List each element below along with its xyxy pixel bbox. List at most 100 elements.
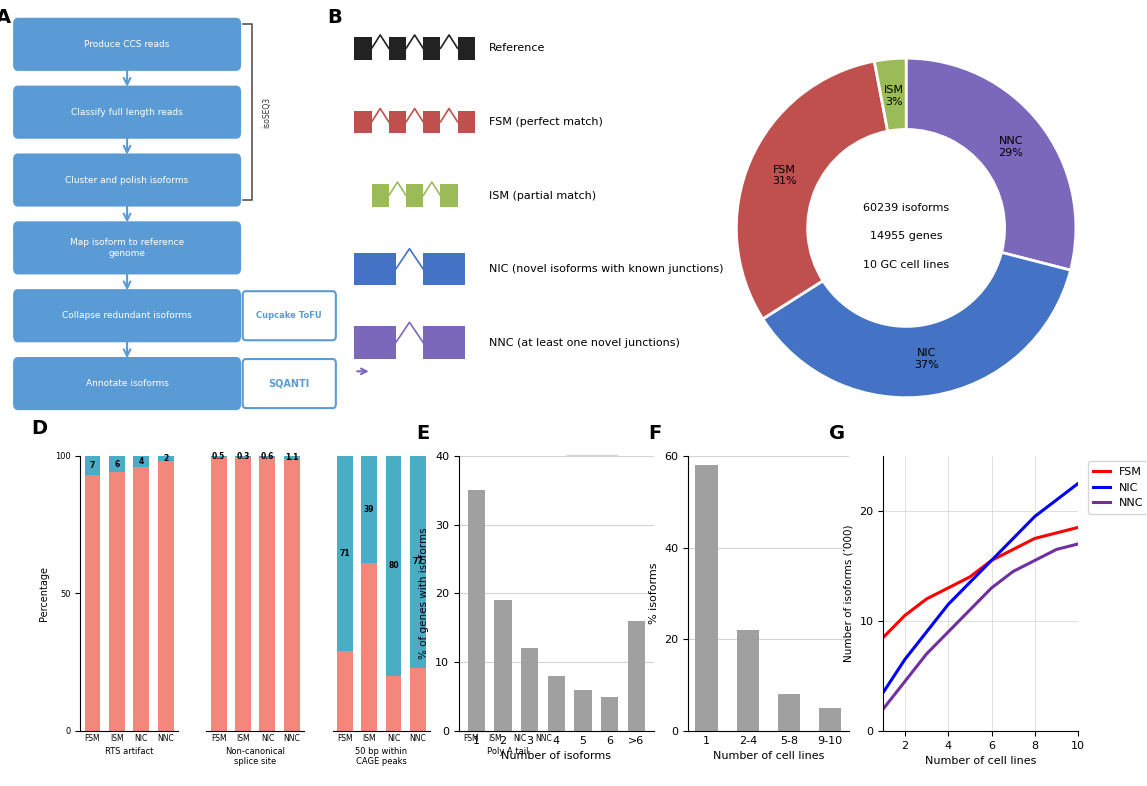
- Text: NNC
29%: NNC 29%: [998, 136, 1023, 157]
- Text: 0.3: 0.3: [236, 452, 250, 461]
- X-axis label: Number of cell lines: Number of cell lines: [924, 756, 1037, 766]
- Bar: [406, 184, 423, 207]
- Bar: [157, 456, 173, 461]
- Bar: [389, 37, 406, 60]
- Bar: [211, 457, 227, 731]
- Bar: [458, 111, 475, 133]
- Text: 0.6: 0.6: [260, 452, 274, 461]
- Bar: [487, 456, 504, 656]
- Text: 14955 genes: 14955 genes: [869, 231, 943, 241]
- Line: NIC: NIC: [883, 483, 1078, 692]
- Bar: [512, 456, 528, 678]
- Legend: FSM, NIC, NNC: FSM, NIC, NNC: [1087, 461, 1147, 514]
- Line: FSM: FSM: [883, 527, 1078, 637]
- Bar: [337, 456, 353, 651]
- FSM: [963, 572, 977, 582]
- NIC: [942, 600, 955, 609]
- Bar: [354, 326, 396, 359]
- Text: 39: 39: [364, 505, 374, 514]
- NNC: [942, 627, 955, 637]
- Text: Map isoform to reference
genome: Map isoform to reference genome: [70, 238, 185, 258]
- NIC: [1006, 534, 1020, 543]
- Bar: [487, 656, 504, 731]
- NNC: [898, 677, 912, 686]
- Bar: [409, 456, 426, 667]
- Text: 73: 73: [490, 552, 501, 560]
- Bar: [601, 696, 618, 731]
- NNC: [1050, 545, 1063, 554]
- Text: 82: 82: [539, 564, 549, 573]
- Text: D: D: [31, 419, 48, 438]
- FSM: [1050, 528, 1063, 538]
- X-axis label: Poly A tail: Poly A tail: [486, 747, 529, 756]
- X-axis label: Number of cell lines: Number of cell lines: [712, 751, 825, 762]
- Wedge shape: [763, 252, 1070, 398]
- NIC: [920, 627, 934, 637]
- Line: NNC: NNC: [883, 544, 1078, 709]
- Bar: [109, 472, 125, 731]
- Bar: [440, 184, 458, 207]
- Bar: [361, 563, 377, 731]
- Text: A: A: [0, 8, 10, 27]
- FancyBboxPatch shape: [13, 86, 241, 139]
- NIC: [984, 556, 998, 565]
- Text: NIC
37%: NIC 37%: [914, 348, 939, 369]
- Text: 1.1: 1.1: [286, 453, 298, 462]
- Bar: [536, 681, 552, 731]
- X-axis label: Number of isoforms: Number of isoforms: [501, 751, 611, 762]
- Text: 2: 2: [163, 454, 169, 463]
- Legend: FALSE, TRUE: FALSE, TRUE: [565, 455, 618, 485]
- NNC: [984, 583, 998, 593]
- Bar: [109, 456, 125, 472]
- Text: 0.5: 0.5: [212, 452, 225, 461]
- Text: 6: 6: [115, 460, 119, 468]
- FancyBboxPatch shape: [13, 18, 241, 71]
- NNC: [1071, 539, 1085, 549]
- Bar: [536, 456, 552, 681]
- Text: 4: 4: [139, 457, 143, 466]
- X-axis label: RTS artifact: RTS artifact: [104, 747, 154, 756]
- Wedge shape: [906, 58, 1076, 270]
- Bar: [133, 467, 149, 731]
- NIC: [1071, 479, 1085, 488]
- Text: 77: 77: [413, 557, 423, 566]
- Bar: [354, 37, 372, 60]
- FSM: [920, 594, 934, 604]
- Text: 80: 80: [388, 561, 399, 571]
- Text: 10 GC cell lines: 10 GC cell lines: [863, 260, 950, 270]
- Bar: [695, 465, 718, 731]
- FSM: [942, 583, 955, 593]
- FancyBboxPatch shape: [13, 153, 241, 207]
- Bar: [133, 456, 149, 467]
- Y-axis label: % isoforms: % isoforms: [649, 563, 658, 624]
- NNC: [963, 605, 977, 615]
- Bar: [547, 676, 565, 731]
- Bar: [458, 37, 475, 60]
- FancyBboxPatch shape: [13, 357, 241, 410]
- NIC: [963, 578, 977, 587]
- Text: Cupcake ToFU: Cupcake ToFU: [257, 311, 322, 320]
- Text: Annotate isoforms: Annotate isoforms: [86, 379, 169, 388]
- NIC: [1050, 495, 1063, 505]
- Bar: [235, 457, 251, 731]
- NNC: [1006, 567, 1020, 576]
- Bar: [385, 456, 401, 676]
- Bar: [389, 111, 406, 133]
- FSM: [984, 556, 998, 565]
- Text: isoSEQ3: isoSEQ3: [262, 97, 271, 128]
- Bar: [235, 456, 251, 457]
- Text: Produce CCS reads: Produce CCS reads: [85, 40, 170, 49]
- Bar: [627, 621, 645, 731]
- Text: Collapse redundant isoforms: Collapse redundant isoforms: [62, 311, 192, 320]
- Y-axis label: % of genes with isoforms: % of genes with isoforms: [420, 527, 429, 659]
- Bar: [778, 694, 801, 731]
- Text: E: E: [416, 424, 429, 443]
- Wedge shape: [874, 58, 906, 131]
- Bar: [423, 111, 440, 133]
- Text: Cluster and polish isoforms: Cluster and polish isoforms: [65, 175, 189, 185]
- Bar: [463, 456, 479, 678]
- Bar: [354, 111, 372, 133]
- Bar: [423, 253, 465, 285]
- FSM: [876, 633, 890, 642]
- Wedge shape: [736, 61, 888, 319]
